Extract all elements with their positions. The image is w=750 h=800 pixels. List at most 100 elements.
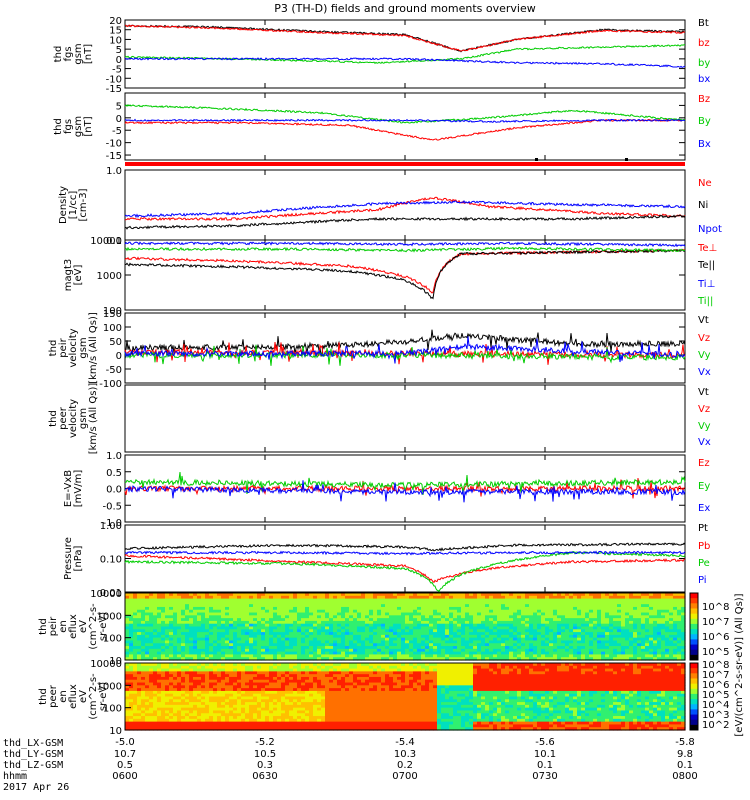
heatmap-cell [149, 696, 154, 700]
heatmap-cell [649, 604, 654, 608]
heatmap-cell [305, 690, 310, 695]
heatmap-cell [189, 716, 194, 720]
heatmap-cell [301, 710, 306, 714]
heatmap-cell [129, 710, 134, 714]
ytick-label: 1.0 [106, 166, 122, 177]
heatmap-cell [257, 648, 262, 653]
heatmap-cell [329, 710, 334, 714]
heatmap-cell [609, 626, 614, 630]
heatmap-cell [621, 593, 626, 597]
heatmap-cell [181, 646, 186, 650]
heatmap-cell [269, 721, 274, 726]
heatmap-cell [153, 716, 158, 720]
heatmap-cell [237, 629, 242, 633]
heatmap-cell [217, 601, 222, 605]
heatmap-cell [305, 615, 310, 619]
heatmap-cell [217, 727, 222, 731]
heatmap-cell [445, 615, 450, 619]
heatmap-cell [533, 657, 538, 661]
heatmap-cell [401, 632, 406, 636]
heatmap-cell [189, 668, 194, 672]
heatmap-cell [501, 612, 506, 616]
heatmap-cell [149, 693, 154, 698]
heatmap-cell [445, 637, 450, 642]
heatmap-cell [577, 609, 582, 614]
heatmap-cell [185, 612, 190, 616]
heatmap-cell [373, 634, 378, 639]
heatmap-cell [557, 634, 562, 639]
heatmap-cell [501, 640, 506, 644]
heatmap-cell [465, 612, 470, 616]
heatmap-cell [169, 688, 174, 692]
heatmap-cell [621, 595, 626, 600]
heatmap-cell [309, 654, 314, 658]
heatmap-cell [273, 626, 278, 630]
heatmap-cell [405, 648, 410, 653]
heatmap-cell [593, 651, 598, 656]
heatmap-cell [261, 696, 266, 700]
heatmap-cell [589, 615, 594, 619]
heatmap-cell [289, 604, 294, 608]
heatmap-cell [277, 654, 282, 658]
heatmap-cell [257, 620, 262, 625]
heatmap-cell [269, 682, 274, 686]
heatmap-cell [253, 618, 258, 622]
heatmap-cell [345, 632, 350, 636]
heatmap-cell [233, 609, 238, 614]
heatmap-cell [393, 654, 398, 658]
heatmap-cell [361, 634, 366, 639]
heatmap-cell [165, 688, 170, 692]
heatmap-cell [297, 640, 302, 644]
heatmap-cell [313, 615, 318, 619]
heatmap-cell [449, 654, 454, 658]
heatmap-cell [681, 629, 686, 633]
heatmap-cell [317, 704, 322, 709]
heatmap-cell [653, 612, 658, 616]
heatmap-cell [317, 646, 322, 650]
heatmap-cell [665, 595, 670, 600]
heatmap-cell [229, 718, 234, 723]
heatmap-cell [241, 643, 246, 647]
heatmap-cell [333, 629, 338, 633]
heatmap-cell [481, 651, 486, 656]
heatmap-cell [325, 593, 330, 597]
heatmap-cell [217, 674, 222, 678]
heatmap-cell [489, 637, 494, 642]
heatmap-cell [405, 634, 410, 639]
heatmap-cell [677, 651, 682, 656]
heatmap-cell [249, 657, 254, 661]
heatmap-cell [333, 693, 338, 698]
heatmap-cell [665, 640, 670, 644]
heatmap-cell [229, 623, 234, 628]
heatmap-cell [497, 629, 502, 633]
heatmap-cell [453, 593, 458, 597]
heatmap-cell [181, 707, 186, 712]
heatmap-cell [261, 727, 266, 731]
heatmap-cell [617, 646, 622, 650]
heatmap-cell [617, 651, 622, 656]
heatmap-cell [301, 615, 306, 619]
heatmap-cell [409, 612, 414, 616]
heatmap-cell [433, 606, 438, 611]
heatmap-cell [157, 674, 162, 678]
heatmap-cell [309, 651, 314, 656]
heatmap-cell [457, 615, 462, 619]
heatmap-cell [193, 651, 198, 656]
heatmap-cell [265, 640, 270, 644]
heatmap-cell [513, 629, 518, 633]
heatmap-cell [257, 637, 262, 642]
heatmap-cell [637, 606, 642, 611]
heatmap-cell [201, 654, 206, 658]
heatmap-cell [241, 634, 246, 639]
heatmap-cell [221, 716, 226, 720]
heatmap-cell [125, 657, 130, 661]
ytick-label: 0 [116, 55, 122, 66]
heatmap-cell [529, 654, 534, 658]
heatmap-cell [201, 632, 206, 636]
heatmap-cell [321, 598, 326, 602]
ytick-label: 1.00 [100, 521, 122, 532]
heatmap-cell [141, 626, 146, 630]
heatmap-cell [237, 718, 242, 723]
heatmap-cell [181, 721, 186, 726]
heatmap-cell [173, 724, 178, 728]
